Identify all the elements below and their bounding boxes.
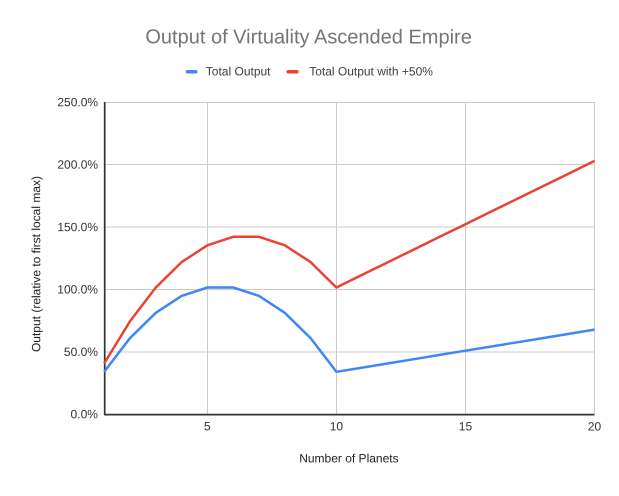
svg-text:150.0%: 150.0% — [57, 220, 98, 234]
svg-text:50.0%: 50.0% — [64, 345, 98, 359]
svg-text:5: 5 — [204, 419, 211, 433]
svg-text:0.0%: 0.0% — [71, 407, 99, 421]
svg-text:200.0%: 200.0% — [57, 158, 98, 172]
svg-text:20: 20 — [588, 419, 602, 433]
svg-text:Number of Planets: Number of Planets — [299, 451, 398, 465]
svg-text:250.0%: 250.0% — [57, 95, 98, 109]
svg-text:Total Output: Total Output — [206, 64, 271, 78]
svg-text:15: 15 — [459, 419, 473, 433]
svg-text:Output (relative to first loca: Output (relative to first local max) — [29, 176, 43, 352]
svg-text:100.0%: 100.0% — [57, 282, 98, 296]
svg-text:10: 10 — [330, 419, 344, 433]
svg-text:Total Output with +50%: Total Output with +50% — [309, 64, 433, 78]
svg-text:Output of Virtuality Ascended: Output of Virtuality Ascended Empire — [145, 26, 471, 48]
